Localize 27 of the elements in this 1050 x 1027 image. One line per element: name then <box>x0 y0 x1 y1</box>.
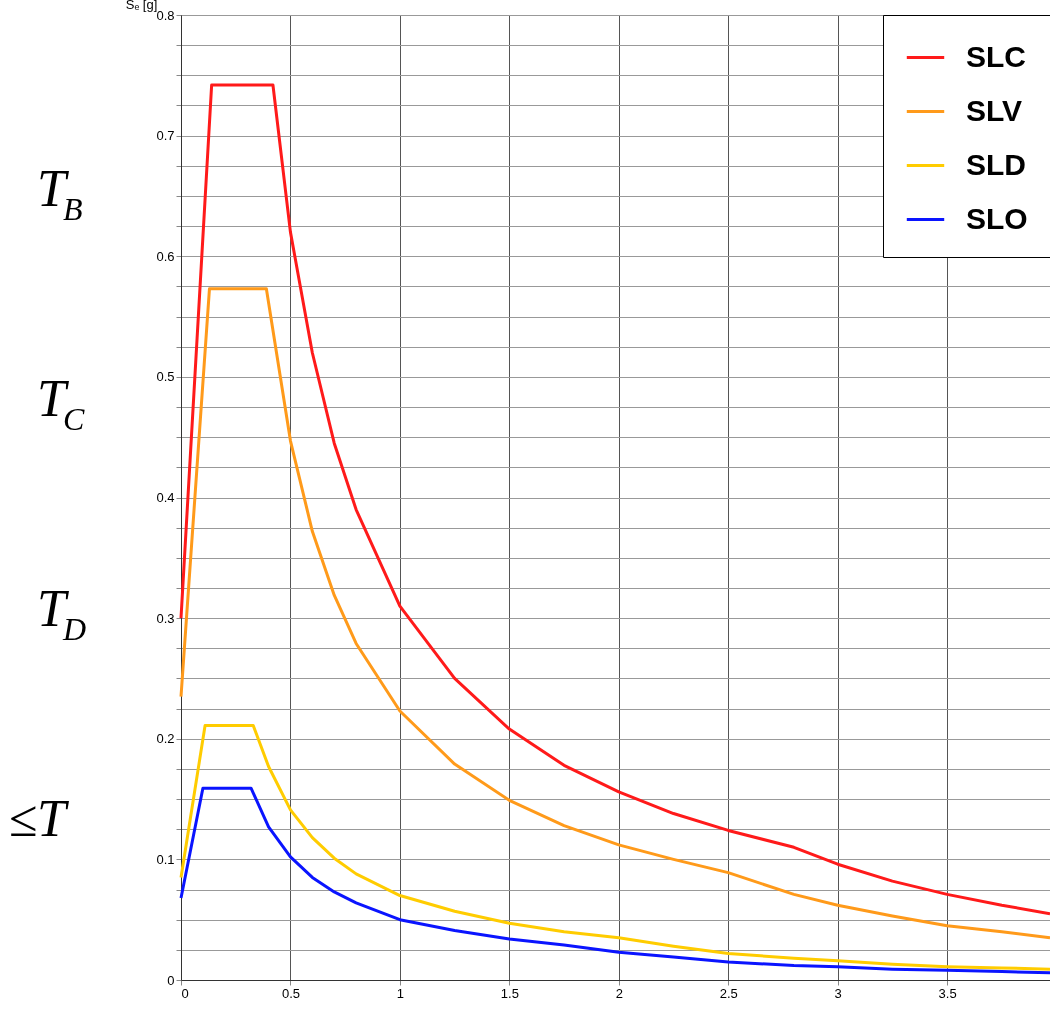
line-series <box>179 287 1050 940</box>
y-tick-label: 0.2 <box>156 731 175 747</box>
y-tick-label: 0.7 <box>156 128 175 144</box>
x-tick-label: 3.5 <box>938 985 957 1001</box>
x-tick-label: 2 <box>615 985 623 1001</box>
x-tick-label: 0.5 <box>281 985 300 1001</box>
y-tick-label: 0.3 <box>156 610 175 626</box>
x-tick-label: 3 <box>834 985 842 1001</box>
legend-label: SLO <box>966 201 1028 235</box>
y-tick-label: 0 <box>167 972 175 988</box>
x-tick-label: 1 <box>396 985 405 1001</box>
text: ≤T <box>8 790 70 847</box>
legend-label: SLV <box>966 93 1023 127</box>
y-tick-label: 0.1 <box>156 851 175 867</box>
y-tick-label: 0.5 <box>156 369 175 385</box>
y-axis-title: Sₑ [g] <box>125 0 158 12</box>
x-tick-label: 2.5 <box>719 985 738 1001</box>
line-series <box>179 723 1050 971</box>
x-tick-label: 0 <box>181 985 189 1001</box>
y-tick-label: 0.4 <box>156 490 175 505</box>
legend-label: SLC <box>966 39 1026 73</box>
y-tick-label: 0.6 <box>156 248 175 264</box>
legend-label: SLD <box>966 147 1026 181</box>
line-series <box>179 83 1050 916</box>
y-tick-label: 0.8 <box>156 7 175 23</box>
x-tick-label: 1.5 <box>500 985 519 1001</box>
line-series <box>179 786 1050 975</box>
